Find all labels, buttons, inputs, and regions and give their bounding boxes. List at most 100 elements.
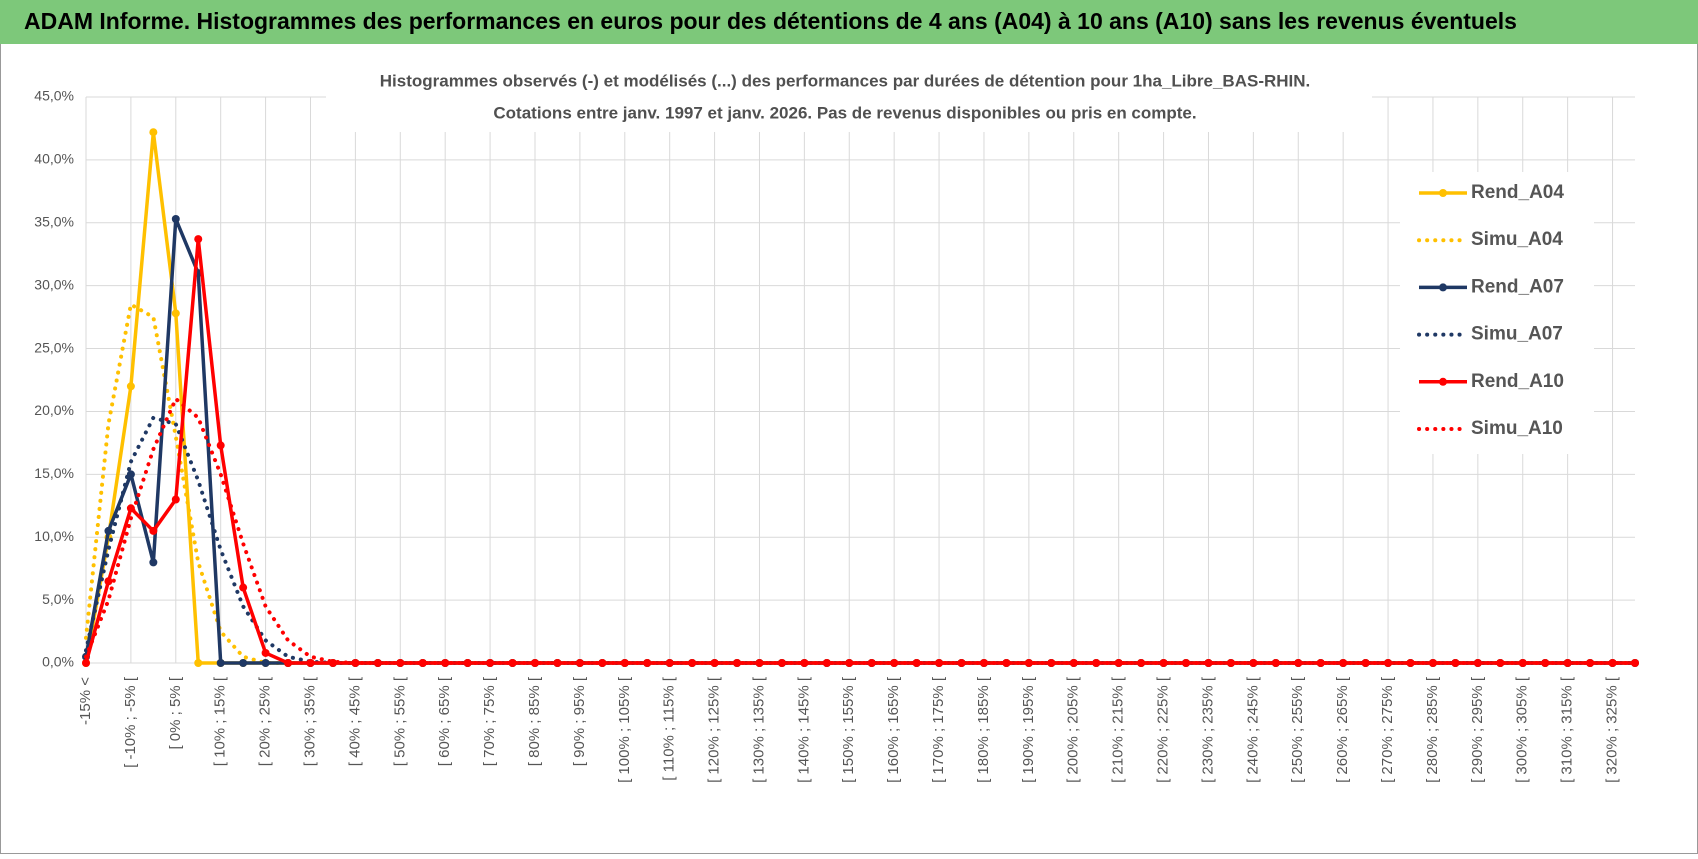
- point-marker: [104, 577, 113, 586]
- x-tick-label: [ 310% ; 315% [: [1559, 676, 1576, 783]
- x-tick-label: [ 130% ; 135% [: [750, 676, 767, 783]
- x-tick-label: [ 190% ; 195% [: [1020, 676, 1037, 783]
- point-marker: [194, 235, 203, 244]
- point-marker: [239, 583, 248, 592]
- header-title: ADAM Informe. Histogrammes des performan…: [24, 8, 1517, 34]
- series-line: [84, 395, 1637, 665]
- point-marker: [441, 659, 450, 667]
- point-marker: [620, 659, 629, 667]
- x-tick-label: [ 160% ; 165% [: [885, 676, 902, 783]
- point-marker: [1114, 659, 1123, 667]
- point-marker: [126, 382, 135, 391]
- point-marker: [306, 659, 315, 667]
- x-tick-label: [ 170% ; 175% [: [930, 676, 947, 783]
- point-marker: [171, 495, 180, 504]
- point-marker: [598, 659, 607, 667]
- legend-label: Simu_A07: [1471, 324, 1563, 345]
- y-tick-label: 10,0%: [34, 528, 74, 544]
- x-tick-label: [ 260% ; 265% [: [1334, 676, 1351, 783]
- x-tick-label: [ 180% ; 185% [: [975, 676, 992, 783]
- point-marker: [149, 128, 158, 137]
- point-marker: [261, 659, 270, 667]
- legend: Rend_A04 Simu_A04 Rend_A07 Simu_A07 Rend_A10…: [1400, 172, 1594, 454]
- point-marker: [149, 526, 158, 535]
- legend-marker: [1439, 377, 1447, 386]
- x-tick-label: [ 100% ; 105% [: [616, 676, 633, 783]
- x-tick-label: [ 30% ; 35% [: [301, 676, 318, 766]
- legend-marker: [1439, 189, 1447, 197]
- x-tick-label: [ 200% ; 205% [: [1065, 676, 1082, 783]
- x-tick-label: [ 120% ; 125% [: [706, 676, 723, 783]
- point-marker: [1608, 659, 1617, 667]
- x-tick-label: [ 140% ; 145% [: [795, 676, 812, 783]
- y-tick-label: 25,0%: [34, 339, 74, 355]
- point-marker: [149, 558, 158, 567]
- point-marker: [82, 659, 90, 667]
- point-marker: [710, 659, 719, 667]
- x-tick-label: [ 220% ; 225% [: [1155, 676, 1172, 783]
- point-marker: [171, 215, 180, 224]
- point-marker: [1316, 659, 1325, 667]
- x-tick-label: [ 230% ; 235% [: [1199, 676, 1216, 783]
- legend-box: [1400, 172, 1594, 454]
- point-marker: [239, 659, 248, 667]
- x-tick-label: [ 270% ; 275% [: [1379, 676, 1396, 783]
- x-tick-label: [ -10% ; -5% [: [122, 676, 139, 768]
- x-tick-label: [ 80% ; 85% [: [526, 676, 543, 766]
- x-tick-label: [ 240% ; 245% [: [1244, 676, 1261, 783]
- x-tick-label: [ 290% ; 295% [: [1469, 676, 1486, 783]
- point-marker: [284, 659, 293, 667]
- y-tick-label: 20,0%: [34, 402, 74, 418]
- x-tick-label: [ 20% ; 25% [: [257, 676, 274, 766]
- point-marker: [1204, 659, 1213, 667]
- legend-label: Rend_A04: [1471, 182, 1564, 203]
- point-marker: [104, 526, 113, 535]
- point-marker: [1384, 659, 1393, 667]
- y-tick-label: 35,0%: [34, 213, 74, 229]
- x-tick-label: [ 320% ; 325% [: [1604, 676, 1621, 783]
- point-marker: [171, 309, 180, 318]
- x-tick-label: [ 110% ; 115% [: [661, 676, 678, 781]
- legend-label: Rend_A10: [1471, 371, 1564, 392]
- x-tick-label: [ 250% ; 255% [: [1289, 676, 1306, 783]
- point-marker: [733, 659, 742, 667]
- point-marker: [822, 659, 831, 667]
- point-marker: [261, 648, 270, 657]
- point-marker: [530, 659, 539, 667]
- x-tick-label: [ 60% ; 65% [: [436, 676, 453, 766]
- y-tick-label: 15,0%: [34, 465, 74, 481]
- legend-marker: [1439, 283, 1447, 292]
- point-marker: [1024, 659, 1033, 667]
- y-tick-label: 5,0%: [42, 591, 74, 607]
- x-tick-label: [ 90% ; 95% [: [571, 676, 588, 766]
- point-marker: [890, 659, 899, 667]
- point-marker: [1496, 659, 1505, 667]
- plot-area: 0,0% 5,0% 10,0% 15,0% 20,0% 25,0% 30,0% 35,0% 40…: [34, 88, 1639, 783]
- x-tick-label: [ 50% ; 55% [: [391, 676, 408, 766]
- point-marker: [800, 659, 809, 667]
- chart-subtitle: Cotations entre janv. 1997 et janv. 2026…: [493, 103, 1196, 122]
- x-tick-label: [ 150% ; 155% [: [840, 676, 857, 783]
- point-marker: [1002, 659, 1011, 667]
- point-marker: [508, 659, 517, 667]
- y-tick-label: 40,0%: [34, 151, 74, 167]
- point-marker: [1294, 659, 1303, 667]
- x-tick-label: [ 10% ; 15% [: [212, 676, 229, 766]
- point-marker: [216, 441, 225, 450]
- y-tick-label: 0,0%: [42, 654, 74, 670]
- point-marker: [1586, 659, 1595, 667]
- x-tick-label: -15% <: [77, 677, 94, 725]
- y-tick-label: 30,0%: [34, 276, 74, 292]
- point-marker: [1226, 659, 1235, 667]
- legend-label: Simu_A04: [1471, 229, 1563, 250]
- header-bar: [0, 0, 1698, 44]
- point-marker: [1092, 659, 1101, 667]
- x-tick-label: [ 70% ; 75% [: [481, 676, 498, 766]
- y-tick-label: 45,0%: [34, 88, 74, 104]
- title-backdrop: [326, 66, 1372, 132]
- point-marker: [216, 659, 225, 667]
- legend-label: Simu_A10: [1471, 418, 1563, 439]
- point-marker: [1518, 659, 1527, 667]
